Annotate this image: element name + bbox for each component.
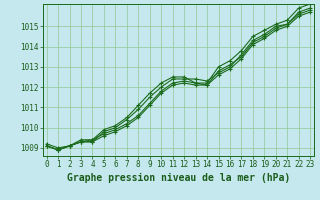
X-axis label: Graphe pression niveau de la mer (hPa): Graphe pression niveau de la mer (hPa) [67,173,290,183]
